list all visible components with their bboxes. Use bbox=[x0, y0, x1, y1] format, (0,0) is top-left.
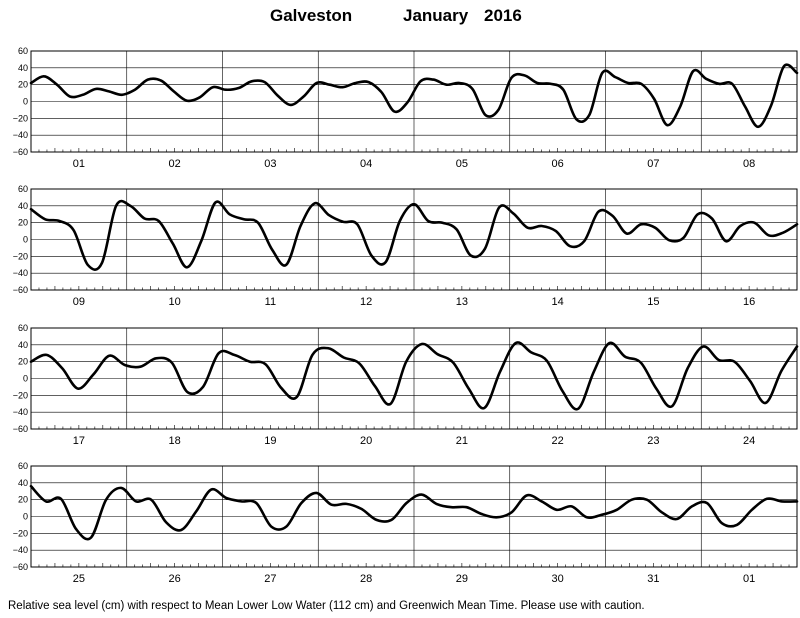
y-tick-label: −60 bbox=[13, 147, 28, 157]
tide-line bbox=[29, 341, 799, 411]
tide-line bbox=[29, 484, 799, 541]
day-label: 31 bbox=[647, 573, 659, 585]
panel-frame bbox=[30, 465, 798, 568]
day-label: 01 bbox=[73, 158, 85, 170]
y-tick-label: −20 bbox=[13, 390, 28, 400]
day-label: 25 bbox=[73, 573, 85, 585]
day-label: 03 bbox=[264, 158, 276, 170]
y-tick-label: 40 bbox=[18, 201, 28, 211]
day-label: 05 bbox=[456, 158, 468, 170]
day-label: 23 bbox=[647, 435, 659, 447]
chart-title-year: 2016 bbox=[484, 6, 522, 25]
y-tick-label: 40 bbox=[18, 63, 28, 73]
day-label: 08 bbox=[743, 158, 755, 170]
footnote: Relative sea level (cm) with respect to … bbox=[8, 600, 645, 612]
day-label: 12 bbox=[360, 296, 372, 308]
y-tick-label: 40 bbox=[18, 340, 28, 350]
day-label: 04 bbox=[360, 158, 372, 170]
day-label: 02 bbox=[169, 158, 181, 170]
day-label: 13 bbox=[456, 296, 468, 308]
y-tick-label: −20 bbox=[13, 528, 28, 538]
panel-frame bbox=[30, 50, 798, 153]
day-label: 22 bbox=[552, 435, 564, 447]
y-tick-label: −40 bbox=[13, 130, 28, 140]
y-tick-label: −40 bbox=[13, 545, 28, 555]
panel-4: −60 −40 −20 0 20 40 60 25 26 27 28 29 30 31 01 bbox=[13, 461, 799, 585]
chart-title-location: Galveston bbox=[270, 6, 353, 25]
day-label: 17 bbox=[73, 435, 85, 447]
y-tick-label: −60 bbox=[13, 424, 28, 434]
day-label: 27 bbox=[264, 573, 276, 585]
y-tick-label: 20 bbox=[18, 495, 28, 505]
y-tick-label: −60 bbox=[13, 562, 28, 572]
panel-frame bbox=[30, 188, 798, 291]
day-label: 15 bbox=[647, 296, 659, 308]
y-tick-label: 20 bbox=[18, 80, 28, 90]
day-label: 28 bbox=[360, 573, 372, 585]
panel-1: −60 −40 −20 0 20 40 60 01 02 03 04 05 06 07 08 bbox=[13, 46, 799, 170]
y-tick-label: −20 bbox=[13, 113, 28, 123]
day-label: 11 bbox=[265, 296, 276, 308]
y-tick-label: 0 bbox=[23, 374, 28, 384]
day-label: 16 bbox=[743, 296, 755, 308]
day-label: 01 bbox=[743, 573, 755, 585]
y-tick-label: 20 bbox=[18, 218, 28, 228]
day-label: 24 bbox=[743, 435, 755, 447]
y-tick-label: 0 bbox=[23, 512, 28, 522]
y-tick-label: 40 bbox=[18, 478, 28, 488]
tide-line bbox=[29, 63, 799, 129]
day-label: 29 bbox=[456, 573, 468, 585]
panel-2: −60 −40 −20 0 20 40 60 09 10 11 12 13 14 15 16 bbox=[13, 184, 799, 308]
day-label: 07 bbox=[647, 158, 659, 170]
y-tick-label: −40 bbox=[13, 268, 28, 278]
day-label: 06 bbox=[552, 158, 564, 170]
y-tick-label: −60 bbox=[13, 285, 28, 295]
day-label: 18 bbox=[169, 435, 181, 447]
y-tick-label: 0 bbox=[23, 97, 28, 107]
day-label: 30 bbox=[552, 573, 564, 585]
y-tick-label: 0 bbox=[23, 235, 28, 245]
panel-3: −60 −40 −20 0 20 40 60 17 18 19 20 21 22 23 24 bbox=[13, 323, 799, 447]
panel-frame bbox=[30, 327, 798, 430]
chart-title-month: January bbox=[403, 6, 469, 25]
day-label: 14 bbox=[552, 296, 564, 308]
day-label: 19 bbox=[264, 435, 276, 447]
tide-line bbox=[29, 199, 799, 271]
day-label: 10 bbox=[169, 296, 181, 308]
day-label: 21 bbox=[456, 435, 468, 447]
y-tick-label: −40 bbox=[13, 407, 28, 417]
y-tick-label: 60 bbox=[18, 46, 28, 56]
y-tick-label: −20 bbox=[13, 251, 28, 261]
day-label: 20 bbox=[360, 435, 372, 447]
y-tick-label: 60 bbox=[18, 461, 28, 471]
day-label: 26 bbox=[169, 573, 181, 585]
day-label: 09 bbox=[73, 296, 85, 308]
y-tick-label: 60 bbox=[18, 323, 28, 333]
y-tick-label: 20 bbox=[18, 357, 28, 367]
y-tick-label: 60 bbox=[18, 184, 28, 194]
